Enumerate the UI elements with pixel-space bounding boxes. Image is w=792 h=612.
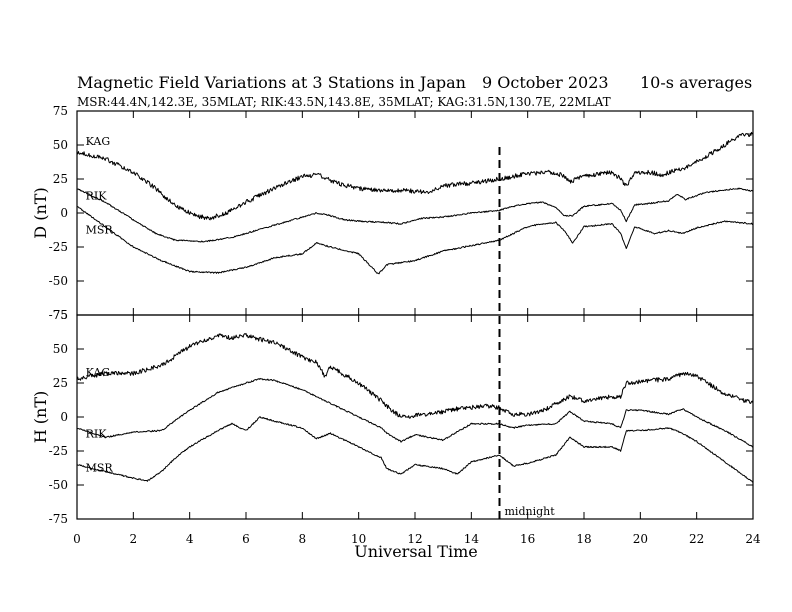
series-msr-line bbox=[76, 206, 754, 275]
y-tick-label: 75 bbox=[53, 104, 68, 118]
x-tick-label: 20 bbox=[633, 532, 648, 546]
y-axis-label: D (nT) bbox=[31, 187, 50, 238]
series-kag-line bbox=[76, 332, 754, 419]
x-tick-label: 2 bbox=[130, 532, 138, 546]
series-label-msr: MSR bbox=[86, 461, 114, 474]
midnight-label: midnight bbox=[505, 505, 556, 518]
series-rik-line bbox=[76, 377, 754, 448]
panel-frame bbox=[76, 110, 754, 316]
x-tick-label: 12 bbox=[407, 532, 422, 546]
x-tick-label: 6 bbox=[242, 532, 250, 546]
y-tick-label: -75 bbox=[49, 512, 68, 526]
chart-subtitle: MSR:44.4N,142.3E, 35MLAT; RIK:43.5N,143.… bbox=[77, 95, 611, 109]
y-tick-label: 50 bbox=[53, 138, 68, 152]
y-tick-label: -50 bbox=[49, 478, 68, 492]
y-tick-label: -75 bbox=[49, 308, 68, 322]
x-tick-label: 8 bbox=[299, 532, 307, 546]
chart-panels: 75 50 25 0 -25 -50 -75 D (nT) KAG RIK MSR 75 50 25 0 -2… bbox=[31, 104, 754, 526]
y-tick-label: -25 bbox=[49, 444, 68, 458]
x-tick-label: 24 bbox=[745, 532, 761, 546]
panel-1: 75 50 25 0 -25 -50 -75 D (nT) KAG RIK MSR bbox=[31, 104, 754, 322]
series-label-rik: RIK bbox=[86, 427, 108, 440]
y-tick-label: 0 bbox=[60, 206, 68, 220]
y-tick-label: 75 bbox=[53, 308, 68, 322]
chart-note: 10-s averages bbox=[640, 73, 752, 92]
x-tick-label: 16 bbox=[520, 532, 535, 546]
y-tick-label: -50 bbox=[49, 274, 68, 288]
y-tick-label: 25 bbox=[53, 376, 68, 390]
series-msr-line bbox=[76, 416, 754, 483]
x-tick-label: 18 bbox=[576, 532, 591, 546]
series-label-rik: RIK bbox=[86, 189, 108, 202]
y-tick-label: 25 bbox=[53, 172, 68, 186]
chart-title: Magnetic Field Variations at 3 Stations … bbox=[77, 73, 466, 92]
y-axis-label: H (nT) bbox=[31, 391, 50, 444]
x-axis: 0 2 4 6 8 10 12 14 16 18 20 22 24 bbox=[73, 532, 761, 546]
x-tick-label: 22 bbox=[689, 532, 704, 546]
x-tick-label: 14 bbox=[464, 532, 480, 546]
series-label-kag: KAG bbox=[86, 135, 111, 148]
y-tick-label: 50 bbox=[53, 342, 68, 356]
series-label-kag: KAG bbox=[86, 366, 111, 379]
series-kag-line bbox=[76, 131, 754, 221]
chart-date: 9 October 2023 bbox=[482, 73, 609, 92]
x-tick-label: 4 bbox=[186, 532, 194, 546]
y-tick-label: 0 bbox=[60, 410, 68, 424]
x-tick-label: 10 bbox=[351, 532, 366, 546]
series-label-msr: MSR bbox=[86, 223, 114, 236]
series-rik-line bbox=[76, 187, 754, 243]
y-tick-label: -25 bbox=[49, 240, 68, 254]
x-axis-label: Universal Time bbox=[354, 542, 477, 561]
x-tick-label: 0 bbox=[73, 532, 81, 546]
panel-2: 75 50 25 0 -25 -50 -75 H (nT) KAG RIK MSR bbox=[31, 308, 754, 526]
